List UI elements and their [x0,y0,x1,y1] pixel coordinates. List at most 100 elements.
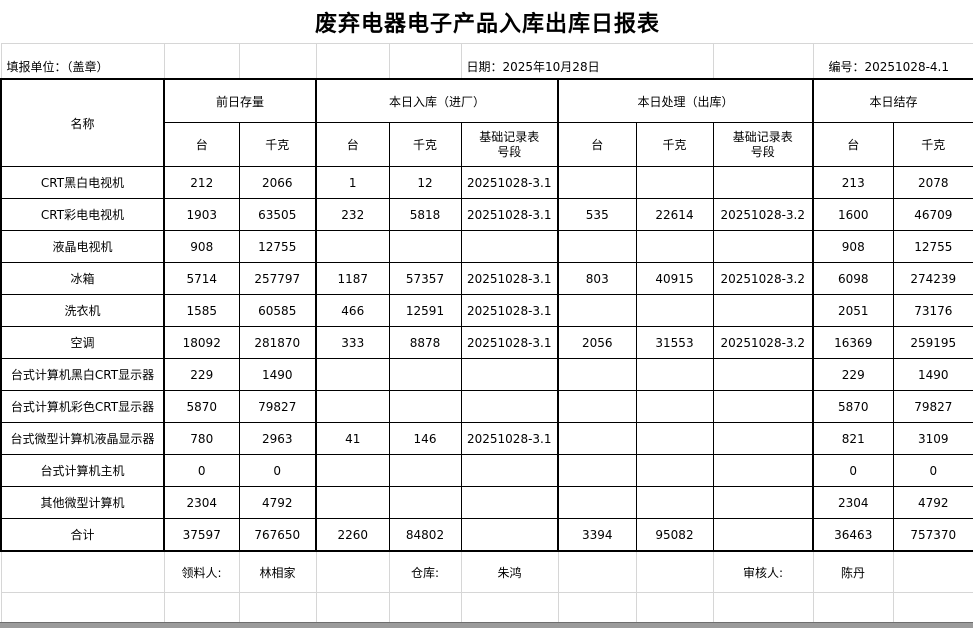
data-cell[interactable]: 212 [163,166,240,199]
empty-data-cell[interactable] [460,358,559,391]
empty-data-cell[interactable] [557,454,637,487]
empty-data-cell[interactable] [460,518,559,552]
data-cell[interactable]: 5870 [163,390,240,423]
empty-data-cell[interactable] [712,358,814,391]
empty-data-cell[interactable] [315,230,390,263]
data-cell[interactable]: 6098 [812,262,894,295]
data-cell[interactable]: 20251028-3.2 [712,326,814,359]
unit-header[interactable]: 台 [557,122,637,167]
data-cell[interactable]: 20251028-3.2 [712,262,814,295]
data-cell[interactable]: 213 [812,166,894,199]
empty-data-cell[interactable] [635,166,714,199]
empty-data-cell[interactable] [388,390,462,423]
data-cell[interactable]: 274239 [892,262,973,295]
data-cell[interactable]: 1490 [238,358,317,391]
data-cell[interactable]: 232 [315,198,390,231]
data-cell[interactable]: 535 [557,198,637,231]
empty-data-cell[interactable] [460,454,559,487]
reporting-unit-label[interactable]: 填报单位：（盖章） [0,43,165,80]
product-name-cell[interactable]: CRT黑白电视机 [0,166,165,199]
empty-data-cell[interactable] [635,358,714,391]
report-title[interactable]: 废弃电器电子产品入库出库日报表 [1,0,973,44]
empty-data-cell[interactable] [712,486,814,519]
product-name-cell[interactable]: 合计 [0,518,165,552]
data-cell[interactable]: 5714 [163,262,240,295]
empty-data-cell[interactable] [315,454,390,487]
data-cell[interactable]: 20251028-3.1 [460,262,559,295]
empty-cell[interactable] [0,550,165,593]
product-name-cell[interactable]: 台式微型计算机液晶显示器 [0,422,165,455]
empty-data-cell[interactable] [460,486,559,519]
data-cell[interactable]: 2304 [812,486,894,519]
data-cell[interactable]: 20251028-3.1 [460,326,559,359]
data-cell[interactable]: 3109 [892,422,973,455]
kg-header[interactable]: 千克 [238,122,317,167]
data-cell[interactable]: 229 [812,358,894,391]
product-name-cell[interactable]: 台式计算机主机 [0,454,165,487]
data-cell[interactable]: 8878 [388,326,462,359]
empty-data-cell[interactable] [712,294,814,327]
data-cell[interactable]: 12591 [388,294,462,327]
empty-data-cell[interactable] [712,422,814,455]
product-name-cell[interactable]: 台式计算机黑白CRT显示器 [0,358,165,391]
empty-data-cell[interactable] [712,166,814,199]
data-cell[interactable]: 4792 [238,486,317,519]
data-cell[interactable]: 0 [163,454,240,487]
data-cell[interactable]: 60585 [238,294,317,327]
empty-data-cell[interactable] [635,390,714,423]
empty-data-cell[interactable] [557,422,637,455]
data-cell[interactable]: 257797 [238,262,317,295]
data-cell[interactable]: 2051 [812,294,894,327]
empty-data-cell[interactable] [557,294,637,327]
empty-data-cell[interactable] [315,486,390,519]
empty-data-cell[interactable] [557,166,637,199]
data-cell[interactable]: 908 [812,230,894,263]
empty-data-cell[interactable] [557,358,637,391]
data-cell[interactable]: 1 [315,166,390,199]
data-cell[interactable]: 1903 [163,198,240,231]
empty-cell[interactable] [635,550,714,593]
data-cell[interactable]: 36463 [812,518,894,552]
auditor-label[interactable]: 审核人: [712,550,814,593]
empty-data-cell[interactable] [388,230,462,263]
data-cell[interactable]: 20251028-3.1 [460,422,559,455]
empty-cell[interactable] [163,43,240,80]
empty-cell[interactable] [712,43,814,80]
kg-header[interactable]: 千克 [892,122,973,167]
empty-cell[interactable] [238,43,317,80]
warehouse-label[interactable]: 仓库: [388,550,462,593]
empty-data-cell[interactable] [557,486,637,519]
data-cell[interactable]: 40915 [635,262,714,295]
data-cell[interactable]: 12 [388,166,462,199]
empty-data-cell[interactable] [712,454,814,487]
empty-data-cell[interactable] [388,486,462,519]
data-cell[interactable]: 146 [388,422,462,455]
empty-data-cell[interactable] [557,390,637,423]
data-cell[interactable]: 757370 [892,518,973,552]
data-cell[interactable]: 821 [812,422,894,455]
report-date[interactable]: 日期：2025年10月28日 [460,43,714,80]
product-name-cell[interactable]: 冰箱 [0,262,165,295]
empty-data-cell[interactable] [635,294,714,327]
empty-data-cell[interactable] [712,390,814,423]
name-column-header[interactable]: 名称 [0,78,165,167]
empty-data-cell[interactable] [388,454,462,487]
empty-data-cell[interactable] [635,230,714,263]
data-cell[interactable]: 20251028-3.1 [460,166,559,199]
data-cell[interactable]: 79827 [892,390,973,423]
data-cell[interactable]: 229 [163,358,240,391]
data-cell[interactable]: 3394 [557,518,637,552]
data-cell[interactable]: 1585 [163,294,240,327]
report-number[interactable]: 编号：20251028-4.1 [812,43,973,80]
data-cell[interactable]: 16369 [812,326,894,359]
unit-header[interactable]: 台 [163,122,240,167]
kg-header[interactable]: 千克 [388,122,462,167]
data-cell[interactable]: 767650 [238,518,317,552]
empty-data-cell[interactable] [388,358,462,391]
product-name-cell[interactable]: CRT彩电电视机 [0,198,165,231]
unit-header[interactable]: 台 [315,122,390,167]
data-cell[interactable]: 37597 [163,518,240,552]
data-cell[interactable]: 41 [315,422,390,455]
data-cell[interactable]: 46709 [892,198,973,231]
product-name-cell[interactable]: 液晶电视机 [0,230,165,263]
